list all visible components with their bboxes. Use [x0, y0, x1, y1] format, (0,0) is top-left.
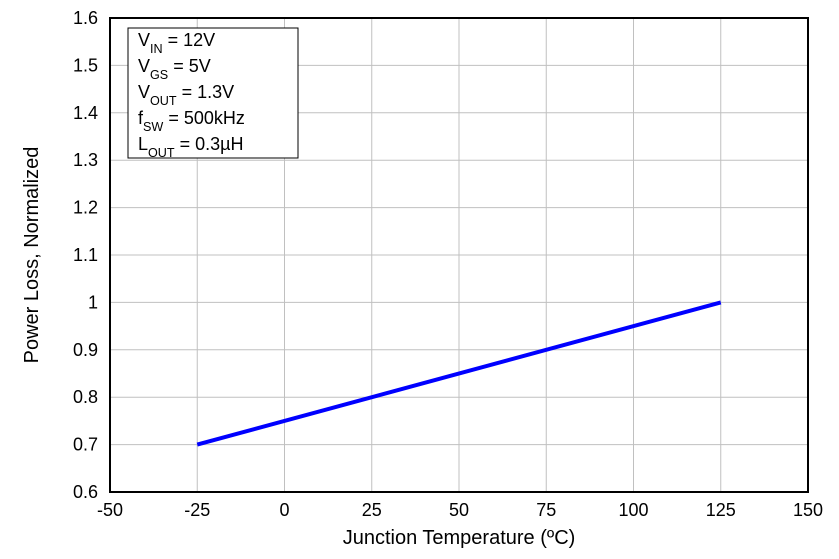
x-tick-label: 125 — [706, 500, 736, 520]
y-tick-label: 0.8 — [73, 387, 98, 407]
y-tick-label: 1.5 — [73, 55, 98, 75]
x-tick-label: 50 — [449, 500, 469, 520]
y-tick-label: 0.6 — [73, 482, 98, 502]
x-tick-label: -25 — [184, 500, 210, 520]
x-tick-label: 0 — [279, 500, 289, 520]
x-axis-label: Junction Temperature (ºC) — [343, 527, 576, 549]
y-tick-label: 1.1 — [73, 245, 98, 265]
y-tick-label: 1.4 — [73, 103, 98, 123]
y-tick-label: 0.7 — [73, 435, 98, 455]
x-tick-label: 75 — [536, 500, 556, 520]
y-tick-label: 1.3 — [73, 150, 98, 170]
y-tick-label: 1 — [88, 292, 98, 312]
x-tick-label: 25 — [362, 500, 382, 520]
chart-svg: -50 -25 0 25 50 75 100 125 150 0.6 0.7 0.8 0.9 1 1.1 1.… — [0, 0, 839, 559]
x-tick-label: -50 — [97, 500, 123, 520]
x-tick-label: 100 — [618, 500, 648, 520]
y-tick-label: 0.9 — [73, 340, 98, 360]
chart-container: -50 -25 0 25 50 75 100 125 150 0.6 0.7 0.8 0.9 1 1.1 1.… — [0, 0, 839, 559]
x-tick-label: 150 — [793, 500, 823, 520]
y-tick-label: 1.6 — [73, 8, 98, 28]
y-axis-label: Power Loss, Normalized — [21, 147, 43, 364]
y-tick-label: 1.2 — [73, 198, 98, 218]
